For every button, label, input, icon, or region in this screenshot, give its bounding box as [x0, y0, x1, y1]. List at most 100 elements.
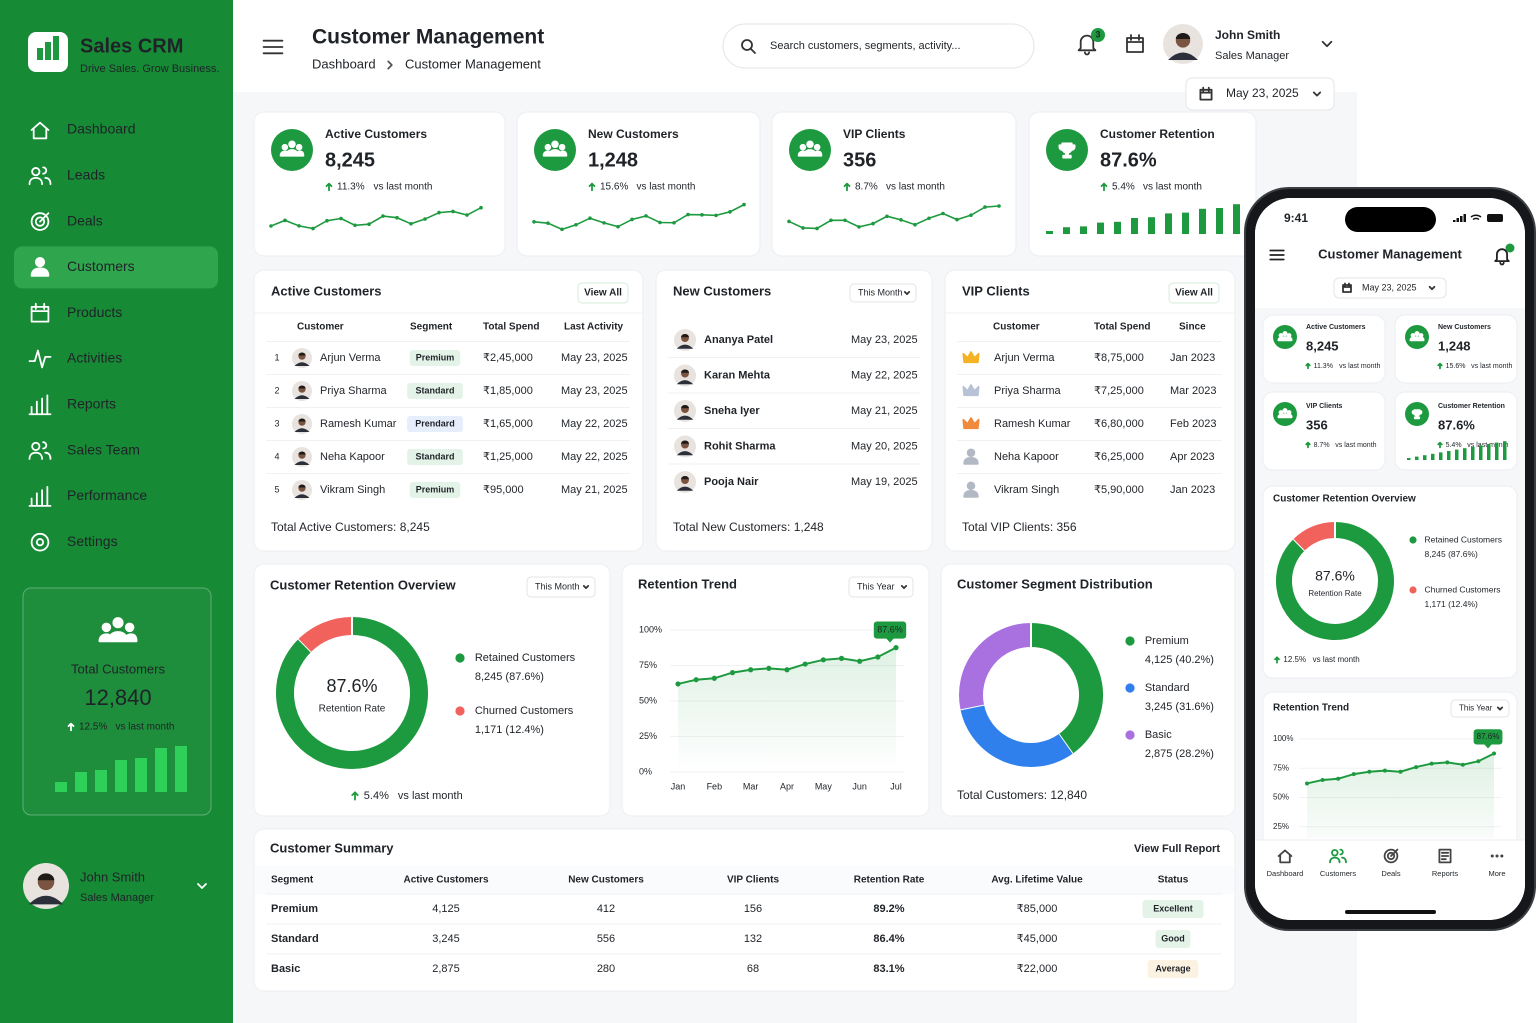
- deco-bar: [155, 748, 167, 792]
- column-header: Avg. Lifetime Value: [991, 875, 1083, 886]
- change-note: vs last month: [398, 790, 463, 802]
- search-icon: [741, 39, 756, 54]
- nav-item[interactable]: Settings: [67, 533, 118, 549]
- deco-bar: [1114, 221, 1121, 234]
- breadcrumb-item[interactable]: Dashboard: [312, 56, 376, 71]
- nav-icon: [30, 212, 50, 231]
- column-header: Segment: [271, 875, 314, 886]
- nav-item[interactable]: Customers: [67, 258, 135, 274]
- legend-label: Premium: [1145, 635, 1189, 647]
- sparkline-dot: [927, 216, 931, 221]
- customer-name: Ananya Patel: [704, 334, 773, 346]
- table-cell: 412: [597, 903, 615, 915]
- nav-item[interactable]: Products: [67, 304, 122, 320]
- table-header-bg: [255, 866, 1234, 894]
- avatar-hair: [298, 451, 306, 455]
- kpi-label: Active Customers: [325, 127, 427, 141]
- battery: [1487, 214, 1503, 222]
- deco-bar: [135, 758, 147, 792]
- segment-gap: [959, 694, 1032, 711]
- legend-swatch: [1125, 683, 1135, 693]
- avatar-body: [676, 344, 694, 349]
- table-cell: 86.4%: [873, 933, 904, 945]
- point: [711, 675, 717, 681]
- total-card: [22, 587, 212, 816]
- sparkline-dot: [616, 224, 620, 229]
- filter-button[interactable]: [1450, 699, 1510, 718]
- legend-value: 8,245 (87.6%): [475, 671, 544, 683]
- filter-button[interactable]: [849, 283, 917, 303]
- avatar-hair: [681, 440, 689, 444]
- filter-button[interactable]: [848, 576, 914, 598]
- total-spend: ₹6,25,000: [1094, 451, 1144, 463]
- avatar-body: [294, 461, 310, 465]
- donut-segment: [276, 617, 428, 769]
- point: [1445, 760, 1450, 765]
- y-tick-label: 50%: [1273, 793, 1289, 802]
- change-note: vs last month: [886, 182, 945, 193]
- legend-label: Basic: [1145, 729, 1172, 741]
- action-button[interactable]: [1168, 282, 1220, 304]
- date-chevron: [1312, 91, 1322, 97]
- user-menu: [1321, 40, 1333, 48]
- kpi-value: 8,245: [325, 149, 375, 171]
- card-title: Customer Retention Overview: [1273, 494, 1416, 505]
- column-header: Total Spend: [483, 322, 539, 333]
- avatar-body: [294, 362, 310, 366]
- filter-label: This Month: [535, 581, 580, 591]
- customer-name: Arjun Verma: [320, 352, 381, 364]
- join-date: May 19, 2025: [851, 476, 918, 488]
- sparkline-dot: [829, 218, 833, 223]
- nav-item[interactable]: Activities: [67, 350, 122, 366]
- action-link[interactable]: View Full Report: [1134, 843, 1220, 855]
- mobile-nav-item[interactable]: Reports: [1432, 869, 1459, 878]
- kpi-value: 87.6%: [1438, 417, 1475, 432]
- sparkline-dot: [409, 222, 413, 226]
- mobile-nav-item[interactable]: Customers: [1320, 869, 1357, 878]
- sparkline-dot: [871, 221, 875, 226]
- action-button[interactable]: [577, 282, 629, 304]
- table-cell: 68: [747, 963, 759, 975]
- date-picker[interactable]: [1333, 277, 1447, 299]
- point: [1460, 762, 1465, 767]
- sparkline-dot: [672, 220, 676, 225]
- kpi-label: VIP Clients: [1306, 403, 1343, 410]
- table-cell: ₹22,000: [1017, 963, 1058, 975]
- avatar: [674, 329, 696, 351]
- kpi-icon: [797, 140, 823, 157]
- filter-button[interactable]: [526, 576, 596, 598]
- point: [893, 645, 899, 651]
- change-arrow: [1305, 362, 1311, 370]
- mobile-nav-item[interactable]: Deals: [1381, 869, 1400, 878]
- join-date: May 22, 2025: [851, 369, 918, 381]
- total-spend: ₹1,65,000: [483, 418, 533, 430]
- card-title: Customer Retention Overview: [270, 577, 457, 592]
- nav-item[interactable]: Sales Team: [67, 441, 140, 457]
- mobile-nav-item[interactable]: Dashboard: [1267, 869, 1304, 878]
- deco-bar: [175, 746, 187, 792]
- nav-item[interactable]: Deals: [67, 212, 103, 228]
- sparkline-dot: [269, 224, 273, 228]
- nav-item[interactable]: Reports: [67, 396, 116, 412]
- legend-value: 1,171 (12.4%): [1424, 599, 1478, 609]
- deco-bar: [95, 770, 107, 792]
- nav-item[interactable]: Leads: [67, 167, 105, 183]
- change-arrow: [351, 791, 359, 801]
- nav-item[interactable]: Dashboard: [67, 121, 136, 137]
- legend-value: 2,875 (28.2%): [1145, 748, 1214, 760]
- notifications: [1077, 34, 1097, 56]
- kpi-icon: [279, 140, 305, 157]
- change-note: vs last month: [116, 722, 175, 733]
- nav-item[interactable]: Performance: [67, 487, 147, 503]
- change-note: vs last month: [1143, 182, 1202, 193]
- search-box[interactable]: [722, 23, 1035, 69]
- kpi-label: Customer Retention: [1438, 403, 1505, 410]
- rank: 5: [274, 484, 279, 494]
- mobile-nav-item[interactable]: More: [1488, 869, 1505, 878]
- legend-label: Churned Customers: [475, 705, 574, 717]
- customer-name: Ramesh Kumar: [994, 418, 1071, 430]
- date-picker[interactable]: [1185, 77, 1335, 111]
- avatar-hair: [298, 385, 306, 389]
- card-title: Active Customers: [271, 283, 382, 298]
